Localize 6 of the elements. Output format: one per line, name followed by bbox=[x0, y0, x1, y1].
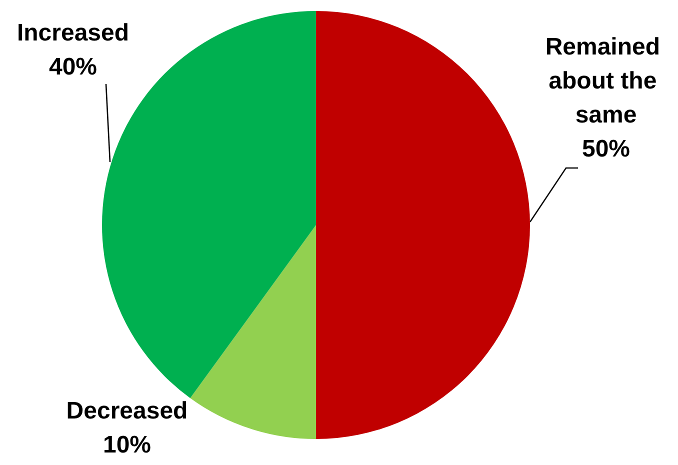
slice-label: Remained about the same bbox=[545, 34, 667, 128]
data-label: 10% bbox=[102, 432, 152, 458]
data-label: 40% bbox=[48, 54, 98, 80]
slice-label: Decreased bbox=[66, 398, 188, 424]
slice-label: Increased bbox=[16, 20, 130, 46]
data-label: 50% bbox=[582, 136, 630, 162]
